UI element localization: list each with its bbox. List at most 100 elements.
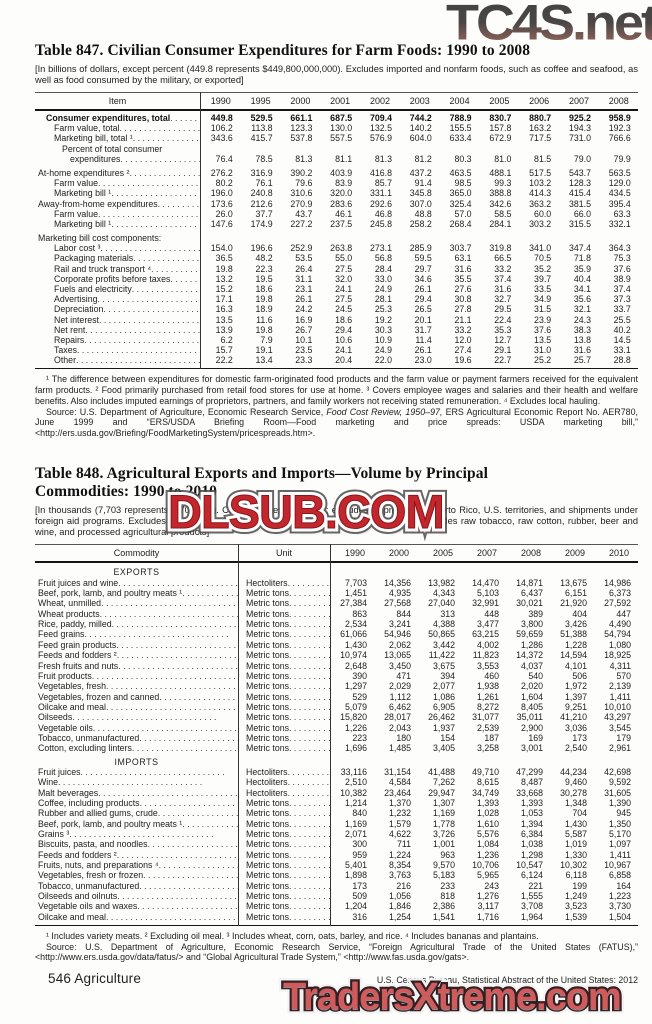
cell-value: 61,066 <box>340 629 367 640</box>
column-divider <box>200 91 201 370</box>
dot-leader <box>289 598 330 608</box>
cell-value: 2,062 <box>388 639 411 650</box>
cell-value: 3,675 <box>432 660 455 671</box>
unit-cell: Metric tons <box>238 619 330 629</box>
row-label-text: Consumer expenditures, total <box>46 113 171 123</box>
row-label-text: Farm value <box>54 208 98 219</box>
cell-value: 29.7 <box>414 263 432 274</box>
cell-value: 8,354 <box>388 860 411 871</box>
dot-leader <box>289 661 330 671</box>
cell-value: 4,101 <box>564 660 587 671</box>
cell-value: 199 <box>572 880 587 891</box>
row-label: Rubber and allied gums, crude <box>35 808 238 818</box>
cell-value: 10.9 <box>374 334 392 345</box>
cell-value: 320.0 <box>330 188 353 199</box>
cell-value: 154 <box>440 732 455 743</box>
cell-value: 31.6 <box>573 345 591 356</box>
cell-value: 29.1 <box>494 345 512 356</box>
cell-value: 863 <box>352 608 367 619</box>
dot-leader <box>98 209 200 219</box>
unit-cell: Metric tons <box>238 671 330 681</box>
cell-value: 16.9 <box>295 314 313 325</box>
cell-value: 37.7 <box>255 208 273 219</box>
cell-value: 1,696 <box>344 743 367 754</box>
cell-value: 174.9 <box>250 218 273 229</box>
page-footer: 546 Agriculture U.S. Census Bureau, Stat… <box>48 971 638 986</box>
cell-value: 33.0 <box>374 273 392 284</box>
cell-value: 818 <box>440 891 455 902</box>
cell-value: 1,228 <box>564 639 587 650</box>
dot-leader <box>289 901 330 911</box>
cell-value: 15,820 <box>340 712 367 723</box>
cell-value: 633.4 <box>449 133 472 144</box>
cell-value: 1,307 <box>432 797 455 808</box>
cell-value: 80.2 <box>215 178 233 189</box>
dot-leader <box>69 829 238 839</box>
cell-value: 9,570 <box>432 860 455 871</box>
cell-value: 25.5 <box>613 314 631 325</box>
row-label-text: Feeds and fodders ² <box>38 849 117 860</box>
cell-value: 1,604 <box>520 691 543 702</box>
row-label: Malt beverages <box>35 788 238 798</box>
row-label: Net rent <box>35 325 200 335</box>
cell-value: 35.6 <box>573 294 591 305</box>
cell-value: 687.5 <box>330 113 353 123</box>
cell-value: 711 <box>396 839 411 850</box>
table-row: Taxes 15.7 19.1 23.5 24.1 24.9 26.1 27.4 29.1 31.… <box>35 345 638 355</box>
cell-value: 1,226 <box>344 722 367 733</box>
row-label: Vegetable oils <box>35 723 238 733</box>
table-row: Wheat products Metric tons 863 844 313 448 389… <box>35 609 638 619</box>
row-label: Cotton, excluding linters <box>35 743 238 753</box>
row-label-text: Percent of total consumer <box>62 143 163 154</box>
cell-value: 19.1 <box>255 345 273 356</box>
column-header-year: 2000 <box>388 548 409 559</box>
cell-value: 23.1 <box>295 284 313 294</box>
cell-value: 240.8 <box>250 188 273 199</box>
table-row: Vegetables, fresh or frozen Metric tons 1,… <box>35 870 638 880</box>
dot-leader <box>100 243 200 253</box>
cell-value: 27,384 <box>340 598 367 609</box>
unit-cell: Metric tons <box>238 712 330 722</box>
cell-value: 1,350 <box>608 818 631 829</box>
cell-value: 26.5 <box>414 304 432 315</box>
cell-value: 83.9 <box>335 178 353 189</box>
dot-leader <box>151 264 200 274</box>
column-header-unit: Unit <box>275 548 292 559</box>
cell-value: 6,437 <box>520 588 543 599</box>
table-row: Vegetable oils and waxes Metric tons 1,204… <box>35 901 638 911</box>
cell-value: 37.4 <box>494 273 512 284</box>
cell-value: 570 <box>616 670 631 681</box>
cell-value: 35.9 <box>573 263 591 274</box>
cell-value: 303.2 <box>529 218 552 229</box>
cell-value: 788.9 <box>449 113 472 123</box>
row-label: Feed grain products <box>35 640 238 650</box>
cell-value: 10,706 <box>472 860 499 871</box>
table-row: Tobacco, unmanufactured Metric tons 223 180… <box>35 733 638 743</box>
cell-value: 25.2 <box>534 355 552 366</box>
cell-value: 75.3 <box>613 253 631 264</box>
cell-value: 9,592 <box>608 777 631 788</box>
unit-text: Metric tons <box>246 608 290 619</box>
section-header-row: IMPORTS <box>35 756 638 767</box>
cell-value: 41,210 <box>560 712 587 723</box>
cell-value: 3,523 <box>564 901 587 912</box>
cell-value: 196.0 <box>210 188 233 199</box>
cell-value: 3,726 <box>432 829 455 839</box>
row-label: Net interest <box>35 315 200 325</box>
dot-leader <box>112 619 238 629</box>
cell-value: 35,011 <box>516 712 543 723</box>
cell-value: 37.4 <box>613 284 631 294</box>
cell-value: 26.1 <box>295 294 313 305</box>
cell-value: 29,947 <box>428 787 455 798</box>
cell-value: 31.6 <box>454 263 472 274</box>
cell-value: 434.5 <box>608 188 631 199</box>
cell-value: 2,539 <box>476 722 499 733</box>
dot-leader <box>101 598 238 608</box>
unit-cell: Metric tons <box>238 870 330 880</box>
cell-value: 98.5 <box>454 178 472 189</box>
row-label-text: Oilseeds and oilnuts <box>38 891 118 902</box>
table-row: Labor cost ³ 154.0 196.6 252.9 263.8 273.1 285… <box>35 243 638 253</box>
cell-value: 14,356 <box>384 577 411 588</box>
table-row: Beef, pork, lamb, and poultry meats ¹ Met… <box>35 588 638 598</box>
row-label: Beef, pork, lamb, and poultry meats ¹ <box>35 819 238 829</box>
